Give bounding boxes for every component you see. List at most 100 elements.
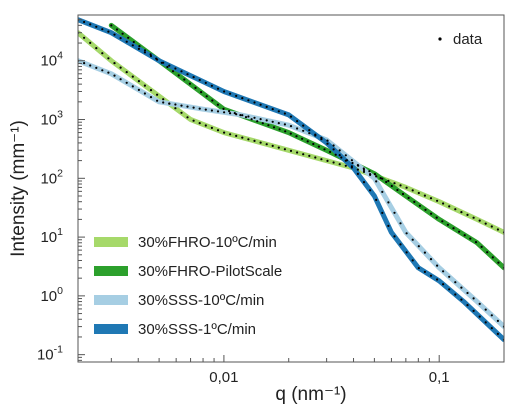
data-point (478, 302, 481, 305)
data-point (393, 211, 396, 214)
data-point (496, 319, 499, 322)
data-point (362, 170, 366, 173)
data-point (180, 70, 183, 73)
data-point (424, 208, 427, 211)
data-point (259, 141, 262, 144)
data-point (192, 76, 195, 79)
data-point (253, 139, 256, 142)
data-point (387, 179, 390, 182)
data-point (289, 149, 293, 152)
data-point (296, 151, 299, 154)
data-point (436, 199, 439, 202)
data-point (463, 234, 466, 237)
data-point (177, 74, 180, 77)
data-point (131, 85, 134, 88)
data-point (174, 67, 177, 70)
x-tick-label: 0,01 (209, 369, 238, 386)
data-point (323, 148, 326, 151)
data-point (228, 110, 231, 113)
data-point (101, 52, 104, 55)
legend-swatch (94, 295, 128, 305)
data-point (442, 270, 445, 273)
data-point (131, 75, 134, 78)
data-point (436, 278, 439, 281)
data-point (127, 36, 130, 39)
data-point (356, 164, 359, 167)
data-point (125, 81, 128, 84)
data-point (89, 23, 92, 26)
series-curve-4 (78, 17, 504, 343)
data-point (223, 131, 226, 134)
x-axis-title: q (nm⁻¹) (275, 384, 346, 405)
data-point (460, 298, 463, 301)
data-point (393, 182, 396, 185)
data-point (265, 143, 268, 146)
data-point (186, 105, 189, 108)
data-point (490, 225, 493, 228)
data-point (235, 94, 238, 97)
data-point (101, 28, 104, 31)
data-point (283, 112, 286, 115)
data-point (454, 293, 457, 296)
data-point (125, 40, 128, 43)
data-point (101, 69, 104, 72)
data-point (375, 175, 378, 178)
data-point (247, 115, 250, 118)
data-legend-marker (438, 37, 442, 41)
data-point (156, 93, 159, 96)
plot-frame (77, 14, 505, 363)
data-point (423, 194, 426, 197)
data-point (265, 105, 268, 108)
data-point (326, 142, 329, 145)
data-point (491, 256, 494, 259)
data-point (484, 222, 487, 225)
data-point (210, 109, 213, 112)
data-point (490, 327, 493, 330)
data-point (411, 238, 414, 241)
data-point (216, 87, 220, 90)
data-point (338, 149, 341, 152)
data-point (174, 103, 177, 106)
data-point (95, 66, 98, 69)
data-point (497, 261, 500, 264)
data-point (216, 103, 219, 106)
data-point (405, 232, 408, 235)
y-tick-label: 101 (40, 226, 63, 246)
data-point (295, 135, 298, 138)
data-point (401, 192, 405, 196)
data-point (204, 81, 207, 84)
data-point (390, 184, 393, 188)
data-point (186, 116, 189, 119)
data-point (472, 297, 475, 300)
data-point (125, 71, 128, 74)
data-point (229, 92, 232, 95)
series-curve-1 (78, 30, 504, 235)
data-point (329, 150, 332, 154)
data-point (113, 33, 116, 36)
data-point (417, 245, 420, 248)
data-point (277, 110, 280, 113)
data-point (351, 161, 354, 165)
data-point (381, 211, 384, 214)
data-point (369, 173, 372, 176)
data-point (115, 28, 119, 31)
data-point (484, 321, 487, 324)
data-point (121, 32, 124, 35)
data-point (442, 202, 445, 205)
data-point (210, 126, 213, 129)
data-point (188, 82, 191, 85)
data-point (143, 49, 147, 52)
data-point (332, 148, 335, 151)
data-point (385, 180, 388, 184)
data-point (334, 153, 337, 156)
data-point (302, 153, 305, 156)
data-point (302, 124, 305, 127)
data-point (223, 90, 226, 93)
data-point (350, 159, 353, 162)
data-point (441, 220, 444, 223)
data-point (168, 102, 171, 105)
data-point (429, 197, 433, 200)
data-point (423, 251, 426, 254)
data-point (320, 158, 323, 161)
data-point (89, 64, 92, 67)
